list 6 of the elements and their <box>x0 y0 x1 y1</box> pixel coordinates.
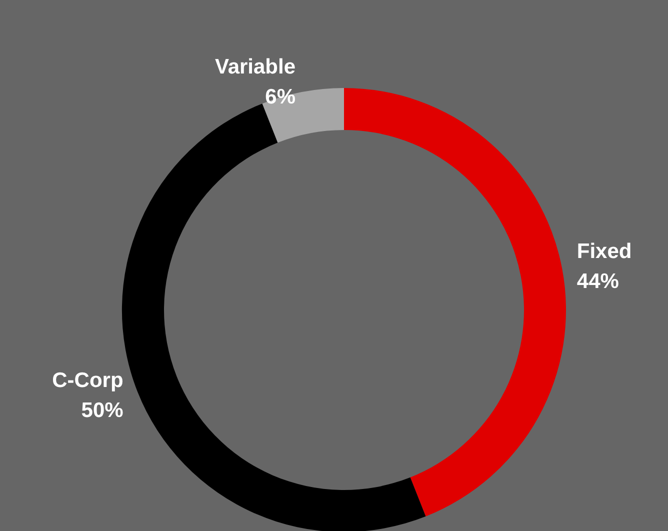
slice-label: Variable <box>214 56 296 79</box>
data-label: 50% <box>81 398 124 422</box>
slice-label: Fixed <box>576 240 632 264</box>
slice-label: C-Corp <box>52 368 124 392</box>
data-label: 44% <box>576 270 620 294</box>
data-label: 6% <box>265 86 296 109</box>
